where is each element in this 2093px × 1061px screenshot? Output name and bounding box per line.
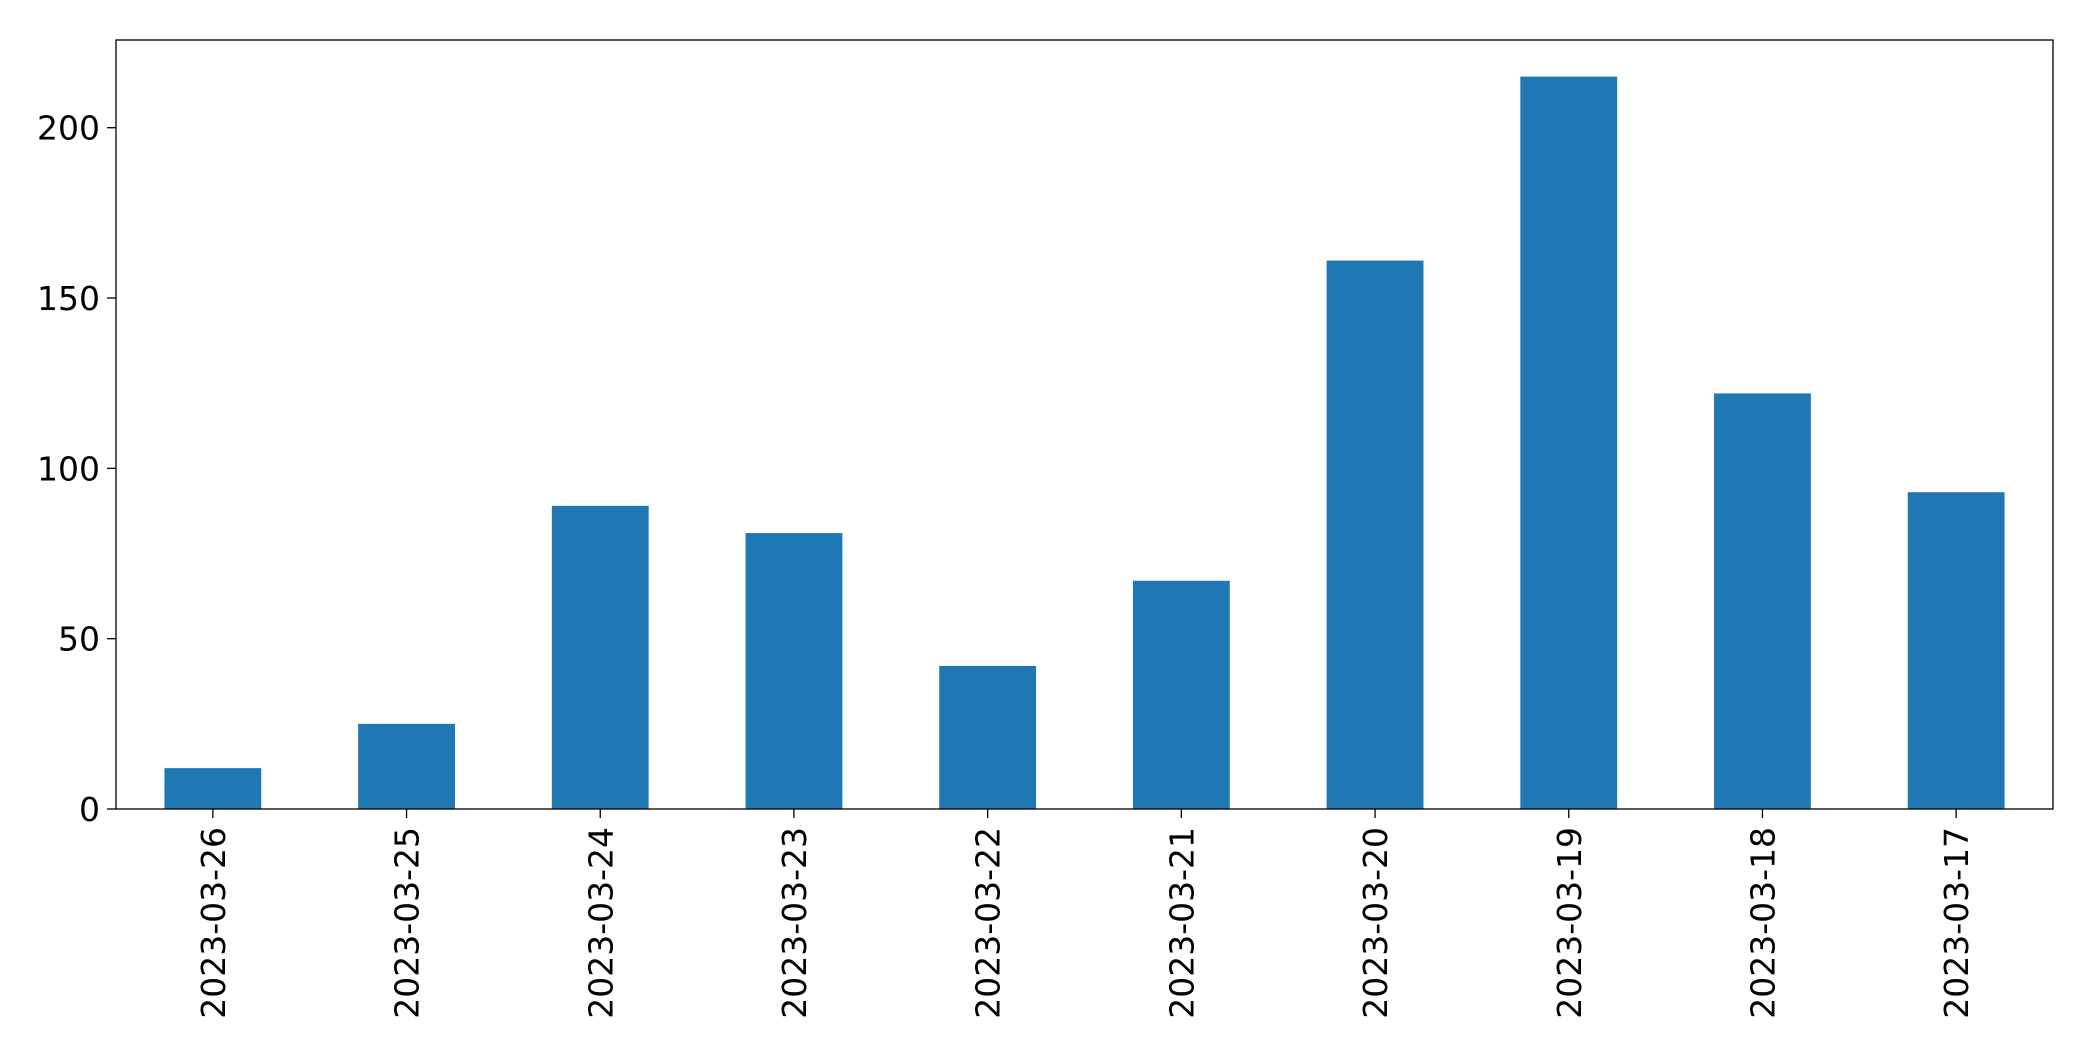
y-tick-label: 200 <box>37 109 100 148</box>
bar <box>551 505 649 809</box>
x-tick-label: 2023-03-24 <box>581 827 620 1019</box>
bar <box>164 768 262 809</box>
x-tick-label: 2023-03-21 <box>1162 827 1201 1019</box>
bar <box>1714 393 1811 809</box>
y-tick-label: 100 <box>37 449 100 488</box>
plot-frame <box>115 39 2054 810</box>
x-tick-label: 2023-03-17 <box>1937 827 1976 1019</box>
x-tick-label: 2023-03-25 <box>388 827 427 1019</box>
x-tick-label: 2023-03-18 <box>1743 827 1782 1019</box>
y-tick-label: 50 <box>58 620 100 659</box>
x-tick-label: 2023-03-20 <box>1356 827 1395 1019</box>
x-tick-label: 2023-03-22 <box>969 827 1008 1019</box>
y-tick-label: 150 <box>37 279 100 318</box>
bar <box>358 723 455 809</box>
bar <box>1907 492 2005 809</box>
x-tick-label: 2023-03-23 <box>775 827 814 1019</box>
bar <box>1520 76 1618 810</box>
bar <box>745 533 843 809</box>
y-tick-label: 0 <box>79 790 100 829</box>
bar <box>939 665 1037 809</box>
x-tick-label: 2023-03-26 <box>194 827 233 1019</box>
bar <box>1132 580 1230 809</box>
bar <box>1326 260 1424 809</box>
x-tick-label: 2023-03-19 <box>1550 827 1589 1019</box>
